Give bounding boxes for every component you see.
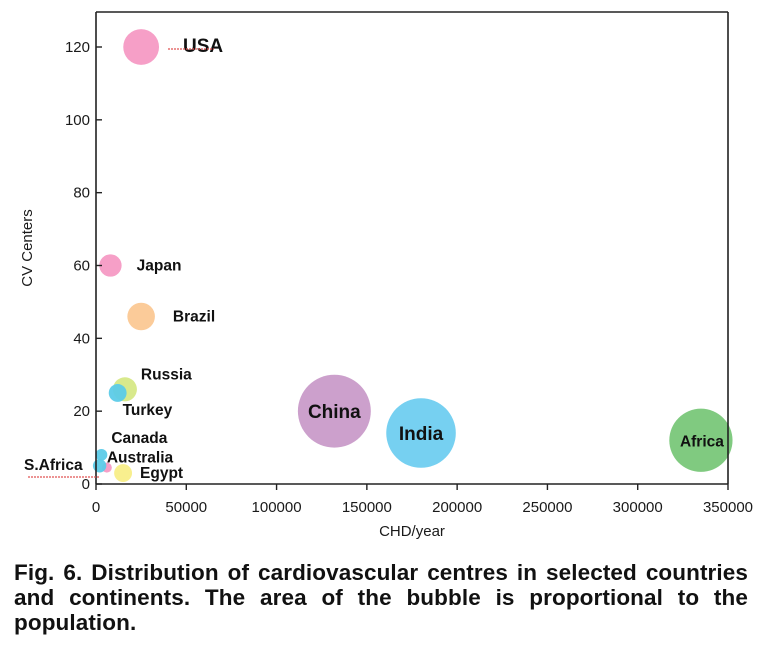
bubble-japan [99, 254, 122, 277]
x-tick-label: 200000 [432, 499, 482, 516]
bubble-china [297, 374, 371, 448]
bubble-label-russia: Russia [141, 366, 192, 383]
bubble-canada [95, 448, 108, 461]
bubble-label-china: China [308, 402, 361, 423]
y-tick-label: 0 [82, 476, 90, 493]
bubble-usa [123, 29, 160, 65]
x-tick-label: 0 [92, 499, 100, 516]
y-tick-label: 60 [73, 258, 90, 275]
bubble-label-usa: USA [183, 36, 223, 57]
bubble-safrica [92, 459, 107, 473]
bubble-brazil [127, 302, 155, 331]
y-tick-label: 20 [73, 403, 90, 420]
x-axis-title: CHD/year [379, 523, 445, 540]
figure-caption: Fig. 6. Distribution of cardiovascular c… [14, 560, 748, 635]
bubble-label-africa: Africa [680, 433, 724, 450]
bubble-label-japan: Japan [137, 258, 182, 275]
bubble-label-canada: Canada [111, 430, 167, 447]
y-tick-label: 40 [73, 330, 90, 347]
bubble-label-turkey: Turkey [123, 402, 173, 419]
bubble-turkey [108, 384, 127, 402]
x-tick-label: 250000 [522, 499, 572, 516]
bubble-labels: USA Japan Brazil Russia Turkey China India Afri… [24, 36, 724, 482]
x-tick-label: 100000 [252, 499, 302, 516]
bubble-india [386, 398, 456, 468]
bubbles-layer [92, 29, 733, 483]
axes-layer [95, 11, 729, 485]
bubble-africa [669, 408, 733, 472]
y-axis-title: CV Centers [19, 209, 36, 287]
x-tick-label: 350000 [703, 499, 753, 516]
bubble-label-safrica: S.Africa [24, 457, 83, 474]
x-tick-label: 150000 [342, 499, 392, 516]
bubble-label-egypt: Egypt [140, 465, 183, 482]
y-tick-label: 120 [65, 39, 90, 56]
bubble-egypt [114, 464, 133, 483]
y-tick-label: 100 [65, 112, 90, 129]
bubble-label-brazil: Brazil [173, 308, 215, 325]
x-tick-label: 300000 [613, 499, 663, 516]
bubble-label-australia: Australia [107, 450, 174, 467]
y-ticks: 0 20 40 60 80 100 120 [65, 39, 102, 493]
bubble-label-india: India [399, 424, 444, 445]
x-tick-label: 50000 [165, 499, 207, 516]
y-tick-label: 80 [73, 185, 90, 202]
bubble-chart: 0 50000 100000 150000 200000 250000 300000 3500… [19, 11, 753, 540]
x-ticks: 0 50000 100000 150000 200000 250000 300000 3500… [92, 484, 753, 516]
